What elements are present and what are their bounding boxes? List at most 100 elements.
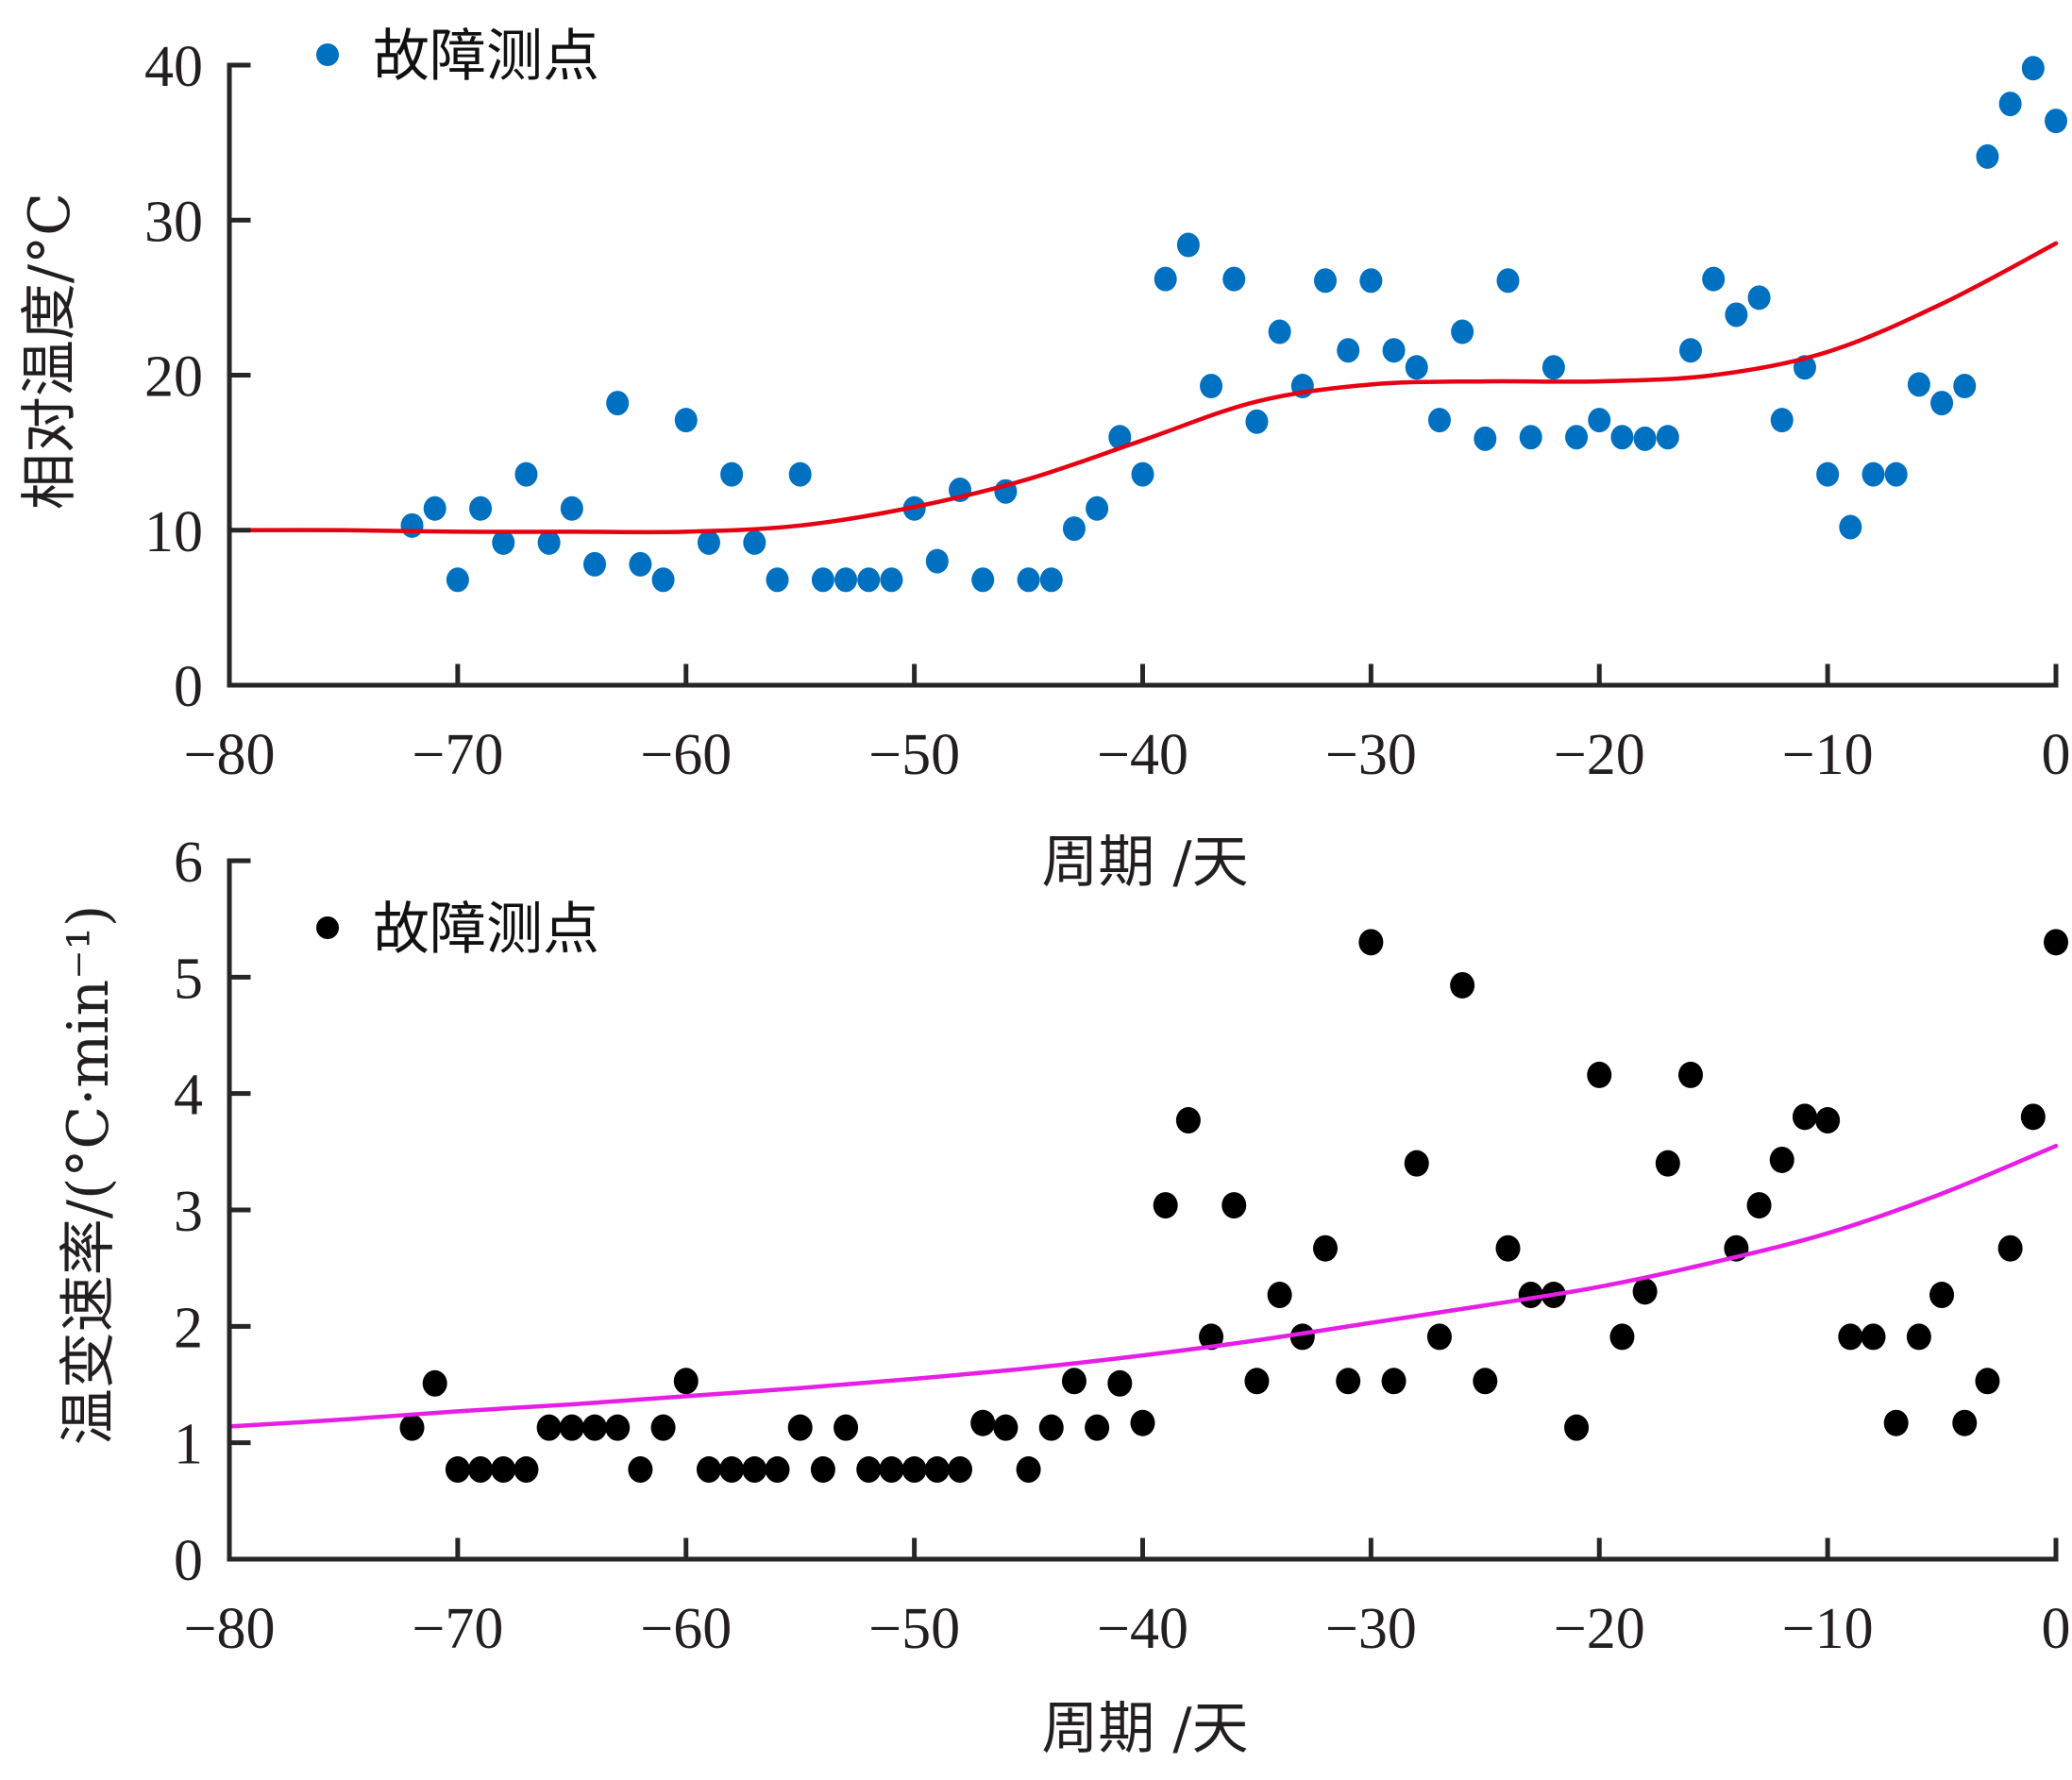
rate-data-point	[1792, 1103, 1817, 1131]
rate-data-point	[1906, 1323, 1931, 1351]
rate-x-tick-label: −10	[1782, 1597, 1874, 1661]
temperature-data-point	[1519, 425, 1542, 450]
rate-data-point	[1587, 1061, 1612, 1088]
rate-x-tick-label: −70	[412, 1597, 503, 1661]
rate-y-tick-label: 2	[174, 1296, 203, 1360]
rate-data-point	[993, 1414, 1019, 1441]
rate-data-point	[765, 1456, 790, 1484]
rate-data-point	[924, 1456, 950, 1484]
rate-data-point	[1107, 1369, 1133, 1397]
temperature-data-point	[1427, 408, 1451, 433]
temperature-data-point	[1131, 462, 1154, 487]
temperature-data-point	[1405, 355, 1428, 380]
rate-data-point	[422, 1369, 447, 1397]
rate-data-point	[1221, 1192, 1247, 1219]
temperature-data-point	[2021, 56, 2045, 81]
temperature-data-point	[1747, 285, 1771, 311]
temperature-data-point	[971, 567, 995, 593]
rate-data-point	[1838, 1323, 1863, 1351]
rate-y-tick-label: 3	[174, 1180, 203, 1244]
rate-data-point	[536, 1414, 562, 1441]
rate-data-point	[948, 1456, 972, 1484]
rate-y-tick-label: 0	[174, 1529, 203, 1593]
rate-data-point	[1038, 1414, 1064, 1441]
temperature-panel: −80 −70 −60 −50 −40 −30 −20 −10 0 0 10 20 30 40 周期 /天…	[17, 24, 2071, 896]
rate-data-point	[1997, 1234, 2023, 1262]
temperature-data-point	[674, 408, 698, 433]
rate-data-point	[1609, 1323, 1635, 1351]
temperature-data-point	[925, 548, 949, 574]
rate-legend-label: 故障测点	[373, 897, 599, 963]
rate-data-point	[1861, 1323, 1886, 1351]
rate-data-point	[650, 1414, 676, 1441]
rate-panel: −80 −70 −60 −50 −40 −30 −20 −10 0 0 1 2 3 4 5 6 周期 /天 温…	[56, 831, 2071, 1762]
rate-data-point	[1678, 1061, 1703, 1088]
temperature-data-point	[1086, 495, 1109, 521]
rate-data-point	[742, 1456, 767, 1484]
rate-data-point	[970, 1409, 996, 1436]
rate-x-tick-label: −30	[1325, 1597, 1417, 1661]
temperature-data-point	[1702, 266, 1726, 292]
temperature-data-point	[1451, 319, 1474, 344]
temperature-y-axis-title: 相对温度/°C	[17, 193, 83, 510]
rate-legend: 故障测点	[316, 897, 599, 963]
temperature-x-tick-label: −10	[1782, 723, 1874, 787]
temperature-data-point	[1839, 514, 1862, 540]
rate-data-point	[2044, 929, 2068, 956]
rate-data-point	[1564, 1414, 1590, 1441]
temperature-data-point	[1861, 462, 1885, 487]
temperature-data-point	[1222, 266, 1246, 292]
temperature-data-point	[629, 551, 652, 577]
rate-data-point	[1313, 1234, 1338, 1262]
temperature-data-point	[400, 512, 424, 538]
temperature-data-point	[1062, 516, 1086, 542]
temperature-data-point	[492, 529, 515, 555]
rate-data-point	[1473, 1368, 1498, 1395]
temperature-data-point	[1176, 232, 1200, 258]
rate-data-point	[901, 1456, 927, 1484]
rate-data-point	[399, 1414, 425, 1441]
temperature-data-point	[1565, 425, 1589, 450]
rate-data-point	[2020, 1103, 2046, 1131]
rate-data-point	[1175, 1107, 1201, 1134]
rate-data-point	[628, 1456, 653, 1484]
rate-y-tick-label: 6	[174, 831, 203, 895]
temperature-data-point	[1496, 268, 1520, 294]
rate-data-point	[1952, 1409, 1978, 1436]
temperature-x-tick-label: −50	[868, 723, 960, 787]
temperature-data-point	[423, 495, 446, 521]
rate-data-point	[1426, 1323, 1452, 1351]
temperature-data-point	[1884, 462, 1908, 487]
temperature-data-point	[1200, 373, 1223, 398]
rate-data-point	[1381, 1368, 1407, 1395]
temperature-data-point	[1930, 391, 1954, 416]
temperature-data-point	[1245, 409, 1269, 434]
temperature-y-tick-label: 10	[144, 500, 203, 564]
temperature-data-point	[1633, 426, 1657, 451]
rate-ticks: −80 −70 −60 −50 −40 −30 −20 −10 0 0 1 2 3 4 5 6	[174, 831, 2071, 1661]
temperature-data-point	[857, 567, 881, 593]
rate-data-point	[1130, 1409, 1155, 1436]
rate-x-tick-label: 0	[2042, 1597, 2071, 1661]
rate-marks	[227, 929, 2068, 1484]
rate-data-point	[1815, 1107, 1841, 1134]
rate-data-point	[1769, 1146, 1794, 1173]
rate-data-point	[1975, 1368, 2000, 1395]
rate-data-point	[1267, 1282, 1292, 1309]
rate-x-tick-label: −60	[640, 1597, 732, 1661]
rate-data-point	[1085, 1414, 1110, 1441]
rate-data-point	[559, 1414, 584, 1441]
temperature-x-tick-label: −40	[1097, 723, 1188, 787]
temperature-data-point	[811, 567, 834, 593]
rate-data-point	[1655, 1150, 1680, 1177]
rate-data-point	[1404, 1150, 1429, 1177]
rate-data-point	[1016, 1456, 1041, 1484]
rate-data-point	[1289, 1323, 1315, 1351]
rate-data-point	[1746, 1192, 1772, 1219]
temperature-y-tick-label: 40	[144, 35, 203, 99]
rate-data-point	[787, 1414, 813, 1441]
rate-fit-curve	[227, 1143, 2059, 1429]
rate-data-point	[1199, 1323, 1224, 1351]
temperature-data-point	[1108, 425, 1132, 450]
rate-data-point	[1450, 971, 1475, 999]
